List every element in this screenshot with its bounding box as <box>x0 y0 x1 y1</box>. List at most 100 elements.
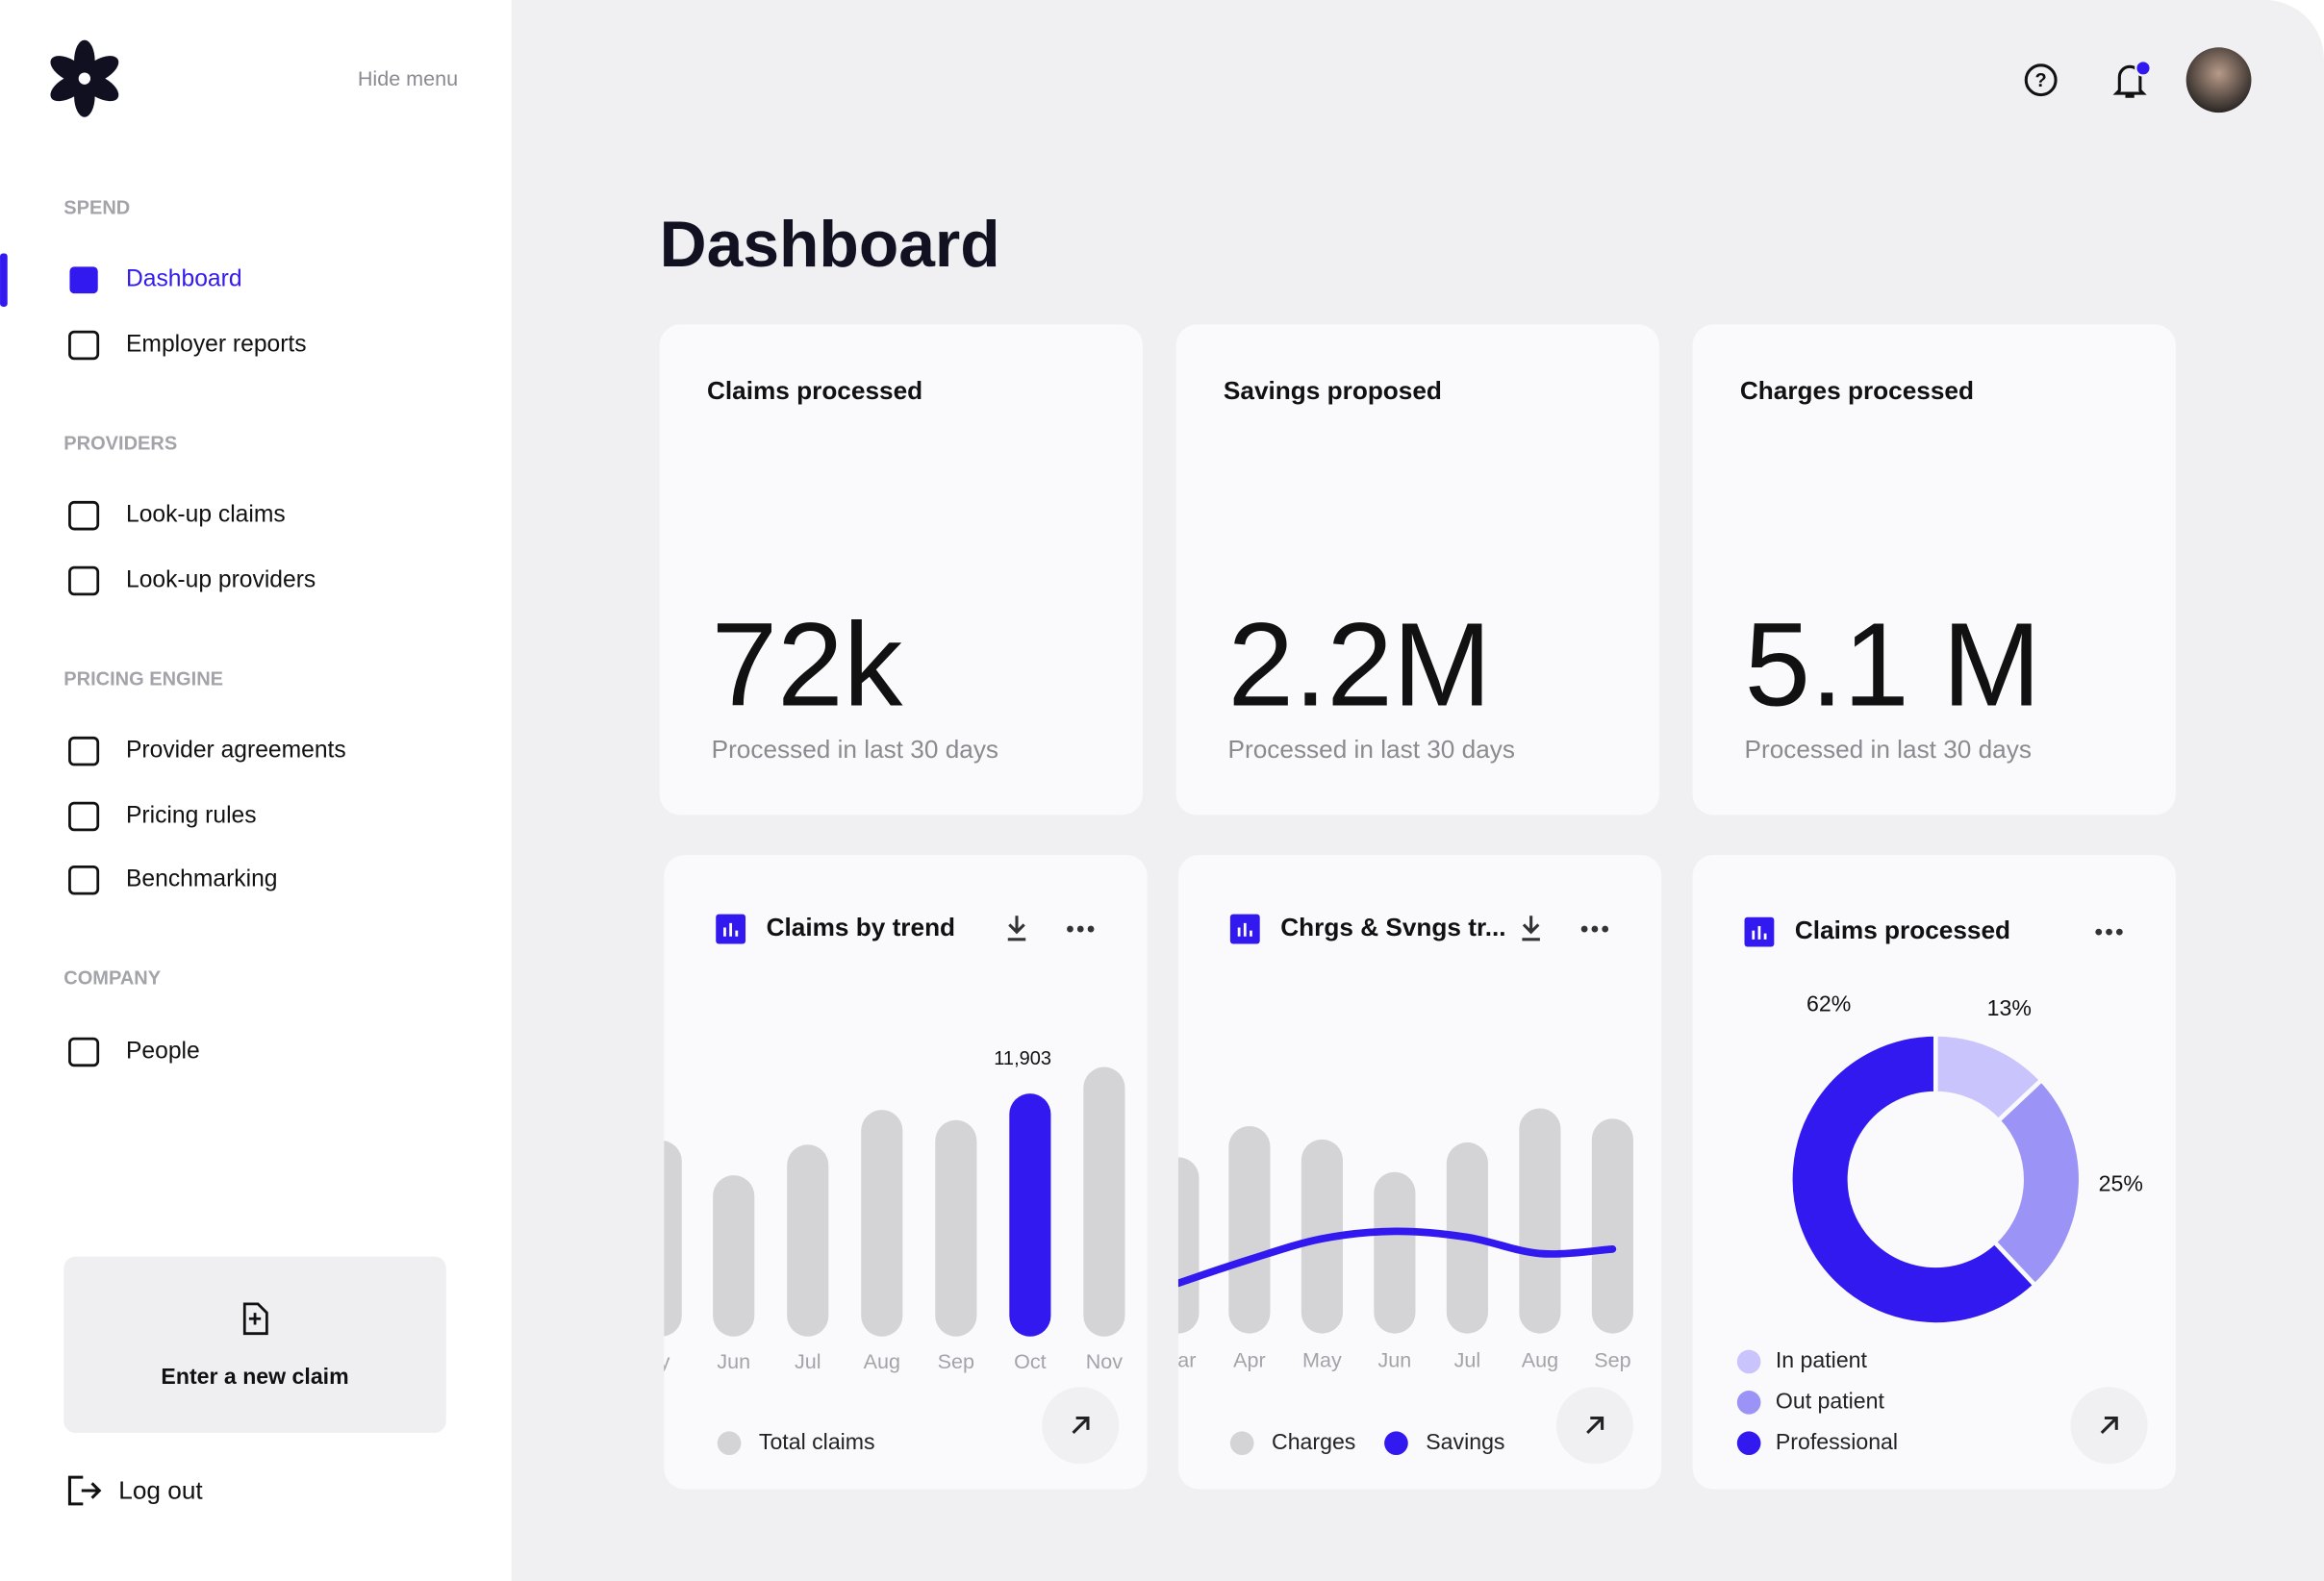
section-label: PROVIDERS <box>63 434 177 455</box>
chart-title: Claims processed <box>1795 916 2010 944</box>
nav-icon <box>68 1037 100 1067</box>
chart-title: Claims by trend <box>767 913 955 941</box>
nav-item[interactable]: Look-up claims <box>126 502 286 528</box>
nav-icon <box>68 801 100 832</box>
legend-marker <box>717 1431 742 1456</box>
bar <box>1591 1118 1633 1334</box>
chart-title: Chrgs & Svngs tr... <box>1280 913 1505 941</box>
new-claim-label[interactable]: Enter a new claim <box>161 1364 348 1389</box>
kpi-title: Claims processed <box>707 376 922 405</box>
x-tick-label: ar <box>1177 1348 1196 1372</box>
expand-icon[interactable] <box>2100 1416 2118 1435</box>
legend-label: Charges <box>1272 1429 1355 1454</box>
bar <box>787 1144 829 1337</box>
more-icon[interactable] <box>2106 928 2112 936</box>
more-icon[interactable] <box>1580 925 1588 933</box>
x-tick-label: ay <box>648 1349 670 1373</box>
kpi-value: 5.1 M <box>1745 599 2041 732</box>
section-label: SPEND <box>63 198 130 219</box>
download-icon[interactable] <box>1007 916 1026 941</box>
legend-label: Savings <box>1426 1429 1504 1454</box>
nav-item[interactable]: Dashboard <box>126 266 242 292</box>
x-tick-label: Apr <box>1233 1348 1266 1372</box>
x-tick-label: Sep <box>938 1349 974 1373</box>
expand-icon[interactable] <box>1072 1416 1090 1435</box>
kpi-card <box>1692 324 2176 816</box>
more-icon[interactable] <box>1087 925 1095 933</box>
donut-slice <box>1788 1032 2038 1327</box>
line <box>1177 1227 1617 1288</box>
bar <box>1009 1093 1051 1337</box>
x-tick-label: Jun <box>717 1349 750 1373</box>
bar <box>1519 1108 1561 1334</box>
bar <box>1374 1171 1416 1334</box>
section-label: PRICING ENGINE <box>63 668 223 690</box>
kpi-caption: Processed in last 30 days <box>1745 735 2032 764</box>
more-icon[interactable] <box>1067 925 1074 933</box>
x-tick-label: May <box>1302 1348 1342 1372</box>
x-tick-label: Sep <box>1594 1348 1630 1372</box>
plot: ar Apr May Jun Jul Aug Sep <box>1177 1108 1633 1372</box>
kpi-title: Savings proposed <box>1224 376 1442 405</box>
nav-item[interactable]: Provider agreements <box>126 738 346 764</box>
nav-icon <box>68 330 100 361</box>
nav-icon <box>69 266 98 294</box>
svg-text:?: ? <box>2035 70 2047 91</box>
bar <box>1177 1157 1200 1334</box>
more-icon[interactable] <box>2095 928 2103 936</box>
nav-item[interactable]: Look-up providers <box>126 566 316 592</box>
section-label: COMPANY <box>63 968 161 990</box>
logo <box>50 39 119 117</box>
expand-icon[interactable] <box>1586 1416 1604 1435</box>
avatar[interactable] <box>2185 47 2252 113</box>
data-label: 25% <box>2099 1171 2143 1196</box>
nav-icon <box>68 736 100 766</box>
bar <box>1228 1125 1271 1334</box>
new-claim-button[interactable] <box>63 1256 446 1433</box>
kpi-value: 2.2M <box>1228 599 1492 732</box>
nav-item[interactable]: Employer reports <box>126 332 307 358</box>
x-tick-label: Jul <box>795 1349 821 1373</box>
more-icon[interactable] <box>1591 925 1599 933</box>
chart-icon-bars <box>1752 925 1767 940</box>
legend-marker <box>1384 1431 1408 1456</box>
page-title: Dashboard <box>660 209 1000 281</box>
kpi-title: Charges processed <box>1740 376 1974 405</box>
legend-label: Total claims <box>759 1429 875 1454</box>
download-icon[interactable] <box>1522 916 1540 941</box>
notification-icon[interactable] <box>2112 60 2152 98</box>
hide-menu[interactable]: Hide menu <box>358 66 458 90</box>
plot: ay Jun Jul Aug Sep Oct Nov <box>648 1067 1125 1373</box>
legend-label: In patient <box>1776 1347 1868 1372</box>
data-label: 62% <box>1806 991 1851 1016</box>
legend-label: Out patient <box>1776 1388 1885 1413</box>
nav-item[interactable]: People <box>126 1038 200 1064</box>
new-claim-icon <box>242 1302 268 1336</box>
nav-icon <box>68 565 100 596</box>
x-tick-label: Nov <box>1086 1349 1124 1373</box>
more-icon[interactable] <box>1076 925 1084 933</box>
logout[interactable]: Log out <box>118 1475 203 1504</box>
bar <box>664 1140 682 1337</box>
legend-marker <box>1736 1349 1761 1374</box>
x-tick-label: Aug <box>864 1349 900 1373</box>
logout-icon <box>67 1475 102 1506</box>
active-indicator <box>0 253 8 307</box>
bar <box>1083 1067 1125 1337</box>
more-icon[interactable] <box>1602 925 1609 933</box>
kpi-value: 72k <box>712 599 903 732</box>
more-icon[interactable] <box>2115 928 2123 936</box>
nav-item[interactable]: Pricing rules <box>126 802 257 828</box>
kpi-caption: Processed in last 30 days <box>712 735 998 764</box>
nav-item[interactable]: Benchmarking <box>126 866 278 892</box>
x-tick-label: Jun <box>1378 1348 1412 1372</box>
legend-label: Professional <box>1776 1429 1898 1454</box>
kpi-card <box>659 324 1143 816</box>
legend-marker <box>1736 1431 1761 1456</box>
x-tick-label: Aug <box>1522 1348 1558 1372</box>
data-label: 13% <box>1987 995 2032 1020</box>
help-icon[interactable]: ? <box>2024 63 2058 97</box>
chart-icon-bars <box>1237 922 1252 937</box>
